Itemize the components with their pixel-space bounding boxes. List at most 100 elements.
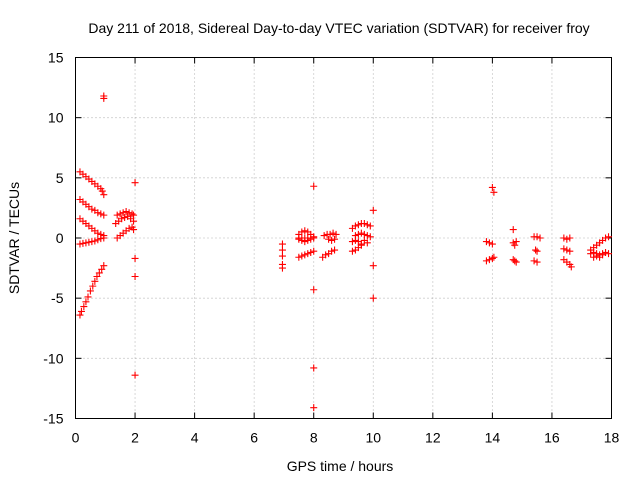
data-point [593, 252, 601, 260]
data-point [490, 188, 498, 196]
data-point [328, 236, 336, 244]
data-point [530, 257, 538, 265]
data-point [331, 235, 339, 243]
data-point [310, 182, 318, 190]
data-point [485, 239, 493, 247]
plot-frame [75, 57, 612, 419]
x-tick-label: 12 [425, 430, 441, 446]
data-point [533, 258, 541, 266]
data-point [485, 256, 493, 264]
data-point [298, 252, 306, 260]
x-axis-label: GPS time / hours [287, 458, 394, 474]
data-point [310, 286, 318, 294]
data-point [482, 238, 490, 246]
data-point [320, 232, 328, 240]
x-tick-label: 10 [365, 430, 381, 446]
data-point [91, 237, 99, 245]
data-point [310, 234, 318, 242]
x-tick-label: 16 [544, 430, 560, 446]
data-point [354, 221, 362, 229]
data-point [563, 235, 571, 243]
x-tick-label: 2 [131, 430, 139, 446]
data-point [310, 404, 318, 412]
y-tick-label: -5 [51, 290, 64, 306]
data-point [509, 226, 517, 234]
data-point [329, 229, 337, 237]
y-tick-label: 0 [56, 230, 64, 246]
data-point [357, 229, 365, 237]
data-point [122, 208, 130, 216]
data-point [599, 251, 607, 259]
data-point [100, 234, 108, 242]
y-tick-label: 15 [48, 50, 64, 66]
data-point [566, 247, 574, 255]
data-point [310, 364, 318, 372]
data-point [295, 253, 303, 261]
data-point [130, 226, 138, 234]
data-point [304, 250, 312, 258]
data-point [82, 298, 90, 306]
data-point [511, 241, 519, 249]
data-point [369, 294, 377, 302]
data-point [366, 222, 374, 230]
data-point [82, 239, 90, 247]
data-point [125, 224, 133, 232]
grid-lines [75, 57, 612, 419]
data-point [533, 233, 541, 241]
data-point [322, 251, 330, 259]
data-point [116, 210, 124, 218]
data-point [351, 236, 359, 244]
tick-labels: 0 2 4 6 8 10 12 14 16 18 -15 -10 -5 0 5 10 15 [43, 50, 619, 446]
data-point [98, 265, 106, 273]
data-point [567, 263, 575, 271]
y-axis-label: SDTVAR / TECUs [6, 182, 22, 294]
data-point [131, 371, 139, 379]
data-point [100, 211, 108, 219]
data-point [360, 230, 368, 238]
chart-title: Day 211 of 2018, Sidereal Day-to-day VTE… [88, 20, 589, 36]
data-point [587, 250, 595, 258]
data-point [100, 94, 108, 102]
data-point [84, 293, 92, 301]
data-point [536, 234, 544, 242]
data-point [326, 230, 334, 238]
data-point [369, 262, 377, 270]
data-point [86, 287, 94, 295]
data-point [366, 233, 374, 241]
data-point [363, 232, 371, 240]
data-point [331, 246, 339, 254]
data-point [357, 241, 365, 249]
data-point [605, 233, 613, 241]
data-point [363, 221, 371, 229]
x-tick-label: 6 [250, 430, 258, 446]
data-point [95, 269, 103, 277]
x-tick-label: 18 [604, 430, 620, 446]
data-point [118, 215, 126, 223]
x-tick-label: 4 [191, 430, 199, 446]
data-point [130, 217, 138, 225]
data-point [488, 254, 496, 262]
data-point [512, 258, 520, 266]
data-point [278, 240, 286, 248]
data-point [348, 247, 356, 255]
data-point [100, 262, 108, 270]
data-point [363, 239, 371, 247]
data-point [351, 222, 359, 230]
data-point [512, 238, 520, 246]
data-point [119, 209, 127, 217]
data-point [560, 245, 568, 253]
data-point [97, 235, 105, 243]
x-tick-label: 14 [485, 430, 501, 446]
data-point [98, 187, 106, 195]
data-point [307, 235, 315, 243]
data-point [77, 307, 85, 315]
data-point [605, 250, 613, 258]
data-point [360, 220, 368, 228]
y-tick-label: -15 [43, 411, 63, 427]
data-point [131, 254, 139, 262]
data-points [76, 92, 613, 412]
data-point [278, 246, 286, 254]
data-point [563, 246, 571, 254]
data-point [88, 238, 96, 246]
data-point [94, 209, 102, 217]
